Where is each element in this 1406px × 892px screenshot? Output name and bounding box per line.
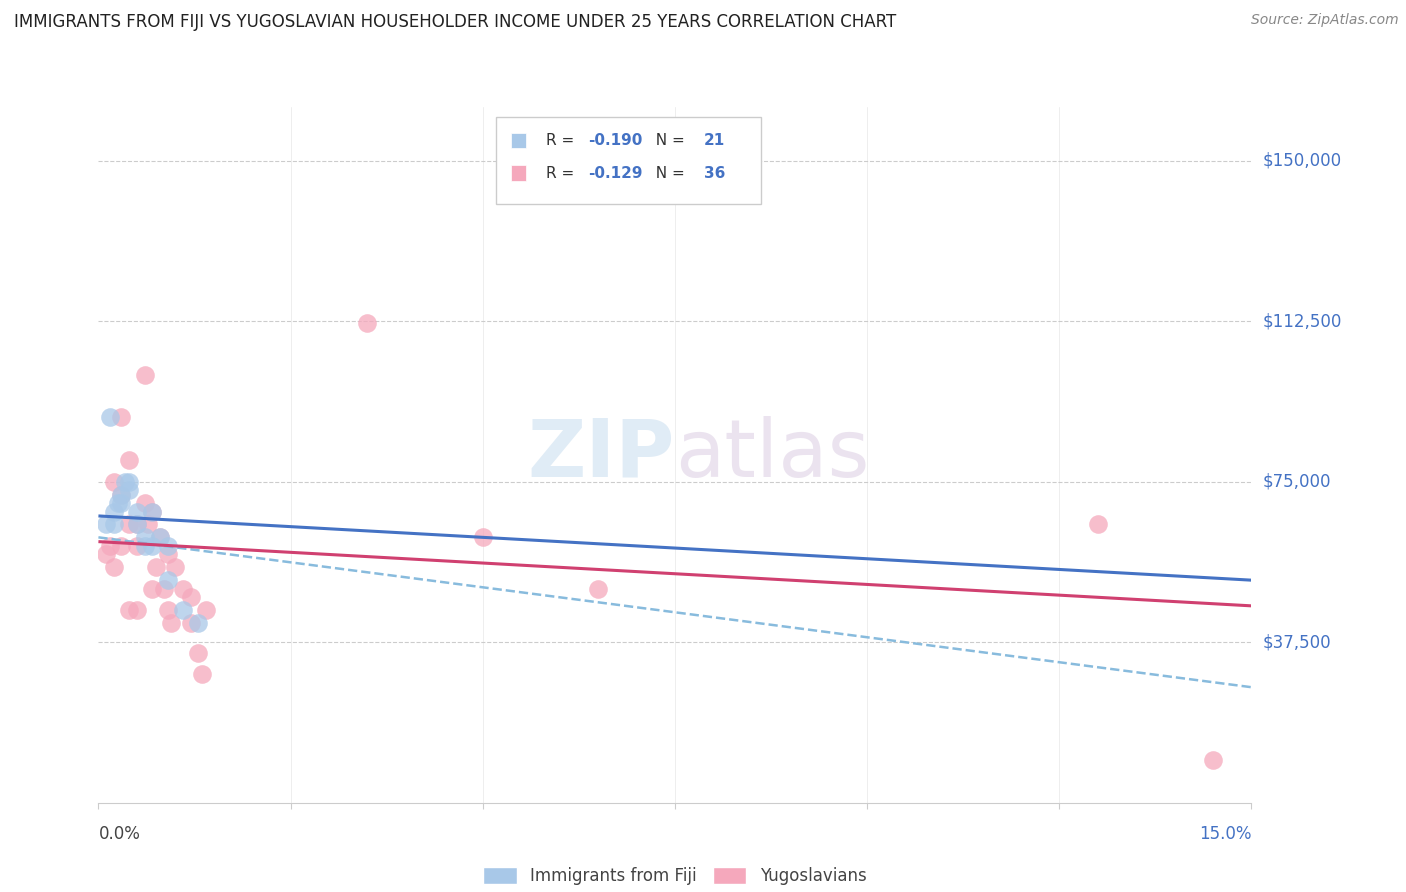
Point xyxy=(134,530,156,544)
Text: R =: R = xyxy=(546,133,579,148)
Point xyxy=(156,603,179,617)
Point xyxy=(98,410,121,425)
Point xyxy=(98,539,121,553)
Point xyxy=(103,505,125,519)
Point xyxy=(125,517,148,532)
Point xyxy=(94,548,117,562)
Point xyxy=(125,539,148,553)
Text: $37,500: $37,500 xyxy=(1263,633,1331,651)
Text: $150,000: $150,000 xyxy=(1263,152,1341,169)
Text: $112,500: $112,500 xyxy=(1263,312,1341,330)
Point xyxy=(110,410,132,425)
Point xyxy=(114,475,136,489)
Text: 36: 36 xyxy=(703,166,725,181)
Text: $75,000: $75,000 xyxy=(1263,473,1331,491)
Point xyxy=(471,530,494,544)
FancyBboxPatch shape xyxy=(496,118,762,204)
Point xyxy=(134,368,156,382)
Point xyxy=(180,615,202,630)
Point xyxy=(141,505,163,519)
Point xyxy=(191,667,214,681)
Point xyxy=(138,517,160,532)
Point xyxy=(103,560,125,574)
Point xyxy=(187,615,209,630)
Point xyxy=(110,539,132,553)
Point xyxy=(110,487,132,501)
Point xyxy=(103,475,125,489)
Point xyxy=(156,573,179,587)
Text: N =: N = xyxy=(647,166,690,181)
Text: R =: R = xyxy=(546,166,579,181)
Point xyxy=(149,530,172,544)
Point xyxy=(156,548,179,562)
FancyBboxPatch shape xyxy=(512,166,526,181)
Point xyxy=(149,530,172,544)
Point xyxy=(156,539,179,553)
Point xyxy=(195,603,218,617)
Point xyxy=(118,603,141,617)
Point xyxy=(187,646,209,660)
Point xyxy=(94,517,117,532)
Point xyxy=(152,582,174,596)
Point xyxy=(107,496,129,510)
Point xyxy=(165,560,187,574)
Point xyxy=(118,475,141,489)
Point xyxy=(141,505,163,519)
Text: -0.129: -0.129 xyxy=(588,166,643,181)
Text: 0.0%: 0.0% xyxy=(98,825,141,843)
Point xyxy=(110,496,132,510)
Legend: Immigrants from Fiji, Yugoslavians: Immigrants from Fiji, Yugoslavians xyxy=(477,861,873,892)
Point xyxy=(141,582,163,596)
Point xyxy=(356,316,378,330)
Point xyxy=(1087,517,1109,532)
Point xyxy=(110,487,132,501)
Point xyxy=(586,582,609,596)
Point xyxy=(125,517,148,532)
Text: N =: N = xyxy=(647,133,690,148)
Point xyxy=(125,603,148,617)
FancyBboxPatch shape xyxy=(512,133,526,148)
Text: IMMIGRANTS FROM FIJI VS YUGOSLAVIAN HOUSEHOLDER INCOME UNDER 25 YEARS CORRELATIO: IMMIGRANTS FROM FIJI VS YUGOSLAVIAN HOUS… xyxy=(14,13,896,31)
Text: -0.190: -0.190 xyxy=(588,133,643,148)
Point xyxy=(172,603,194,617)
Point xyxy=(134,496,156,510)
Point xyxy=(141,539,163,553)
Point xyxy=(160,615,183,630)
Text: 15.0%: 15.0% xyxy=(1199,825,1251,843)
Point xyxy=(180,591,202,605)
Point xyxy=(125,505,148,519)
Text: 21: 21 xyxy=(703,133,725,148)
Point xyxy=(118,517,141,532)
Text: atlas: atlas xyxy=(675,416,869,494)
Point xyxy=(103,517,125,532)
Text: ZIP: ZIP xyxy=(527,416,675,494)
Point xyxy=(172,582,194,596)
Point xyxy=(1202,753,1225,767)
Point xyxy=(134,539,156,553)
Point xyxy=(118,453,141,467)
Text: Source: ZipAtlas.com: Source: ZipAtlas.com xyxy=(1251,13,1399,28)
Point xyxy=(118,483,141,498)
Point xyxy=(145,560,167,574)
